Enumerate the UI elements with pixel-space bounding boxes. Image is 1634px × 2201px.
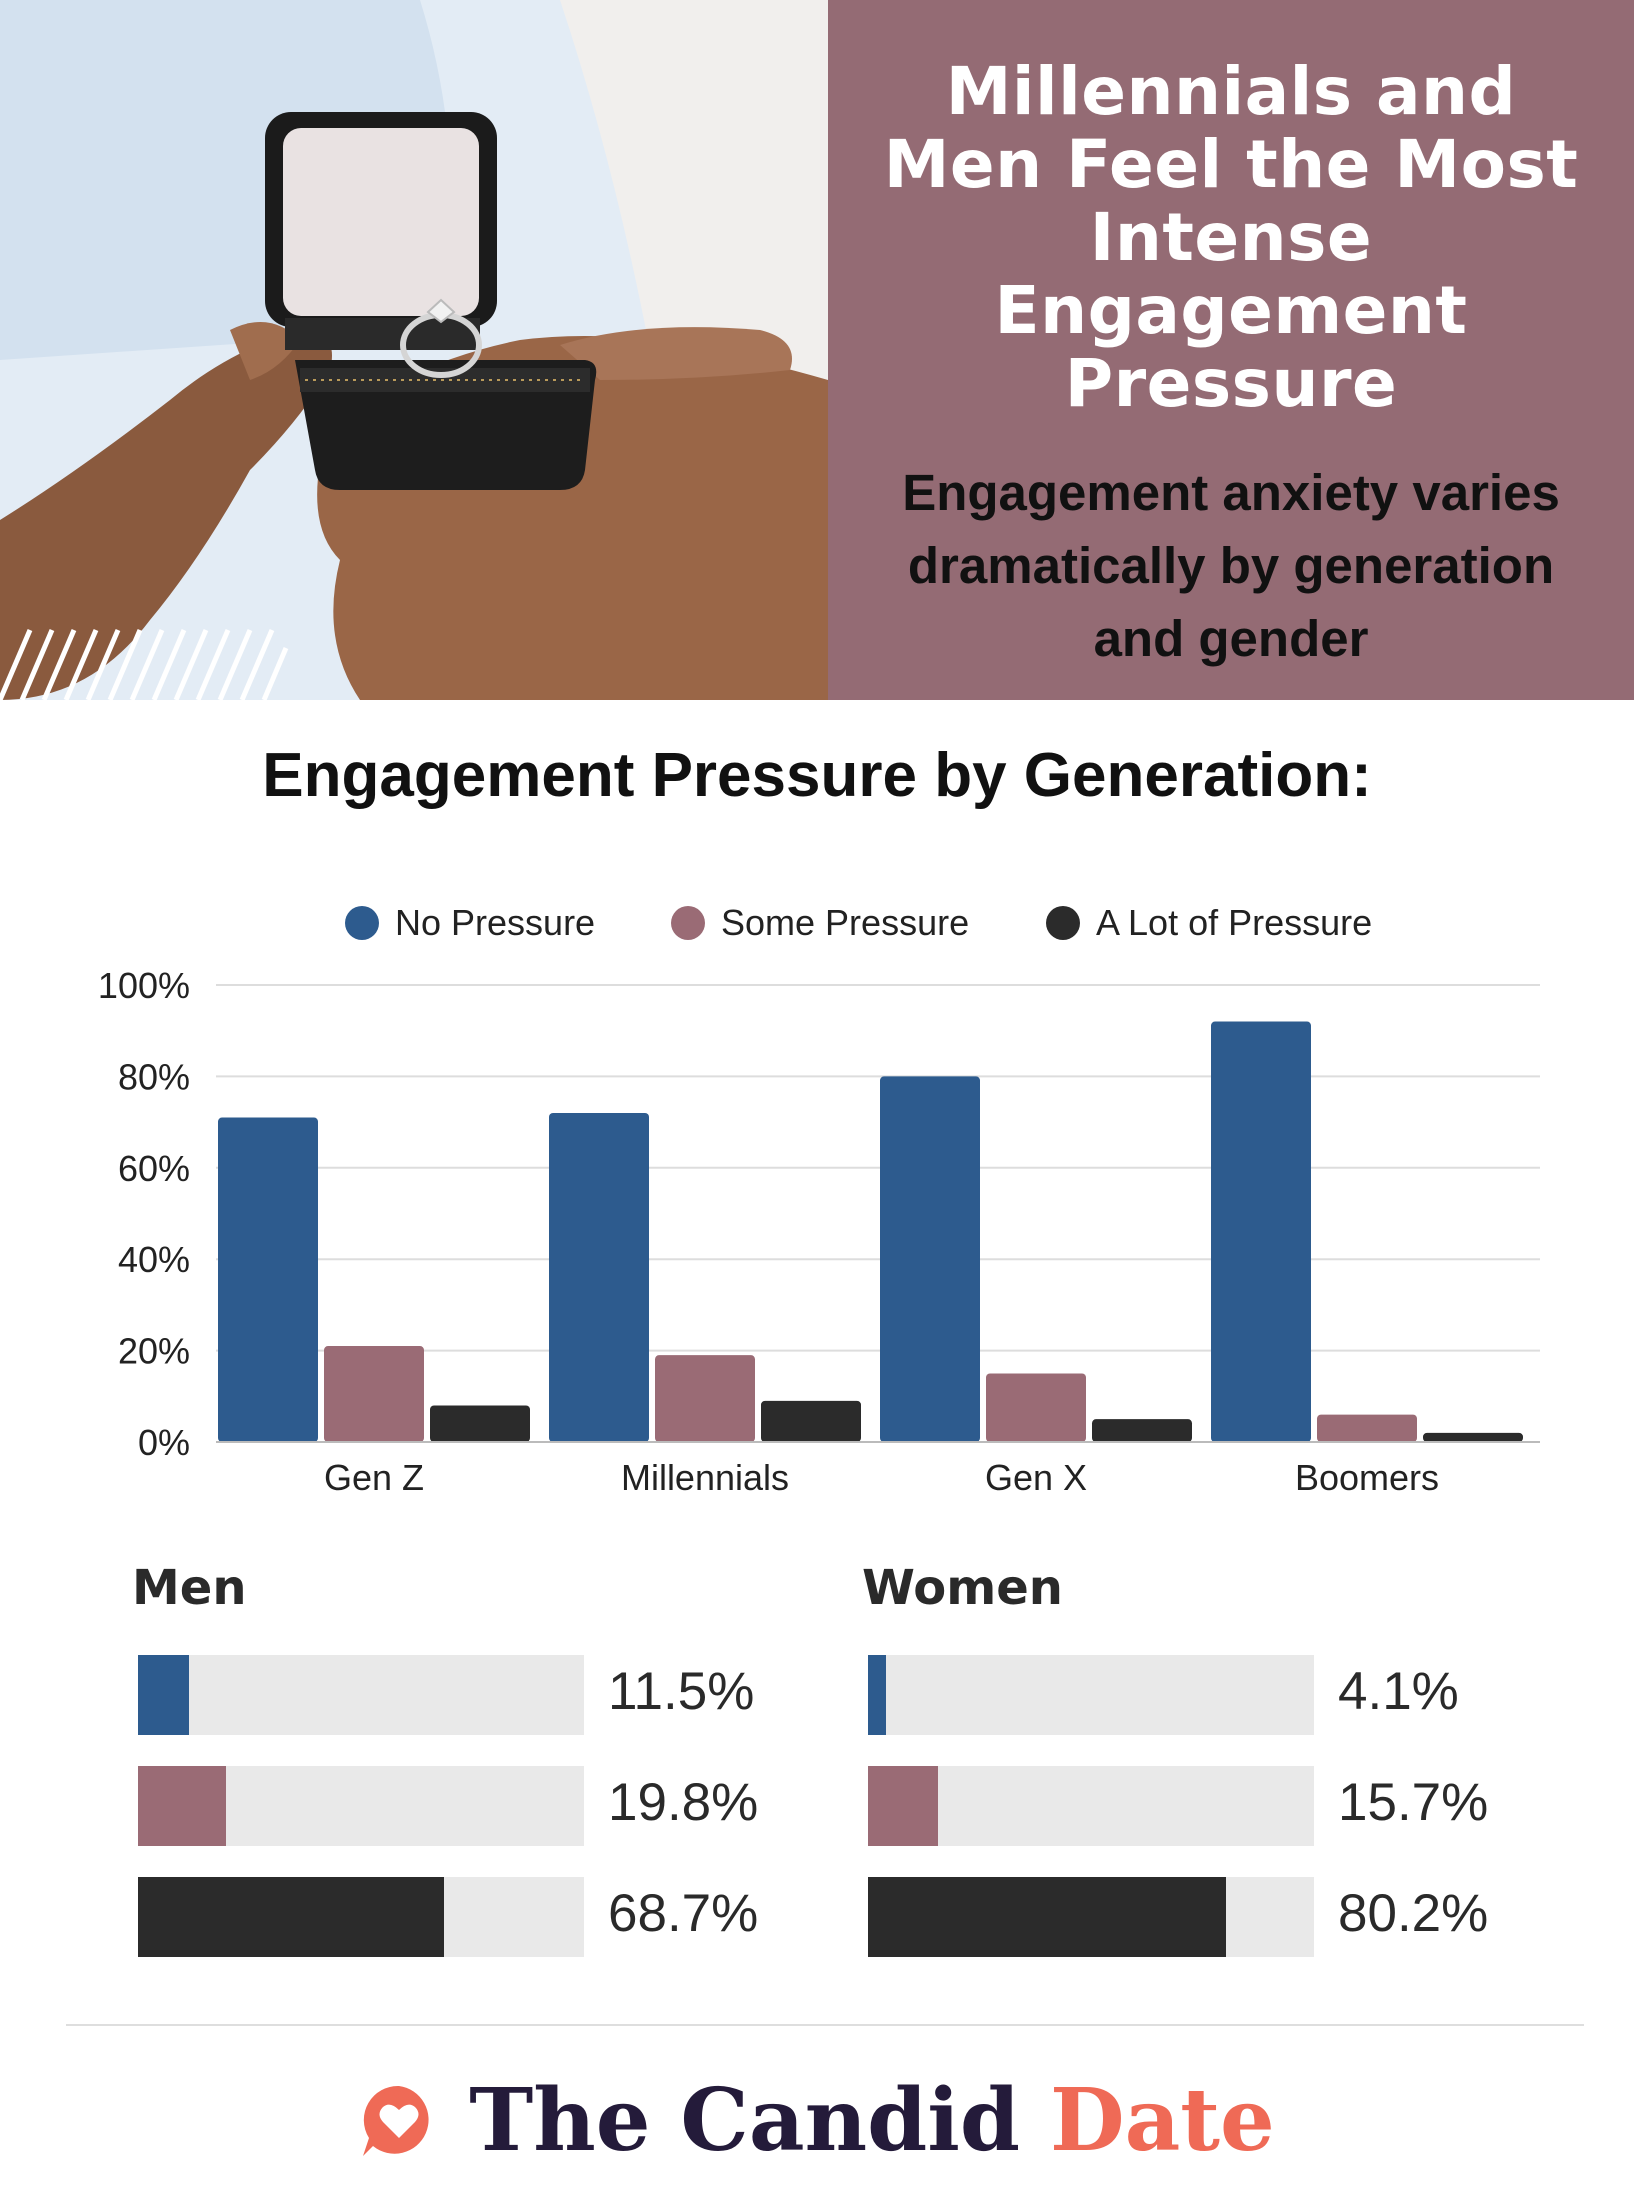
gender-bar-row: 68.7% [138,1877,778,1957]
right-fingers-shape [560,327,792,380]
bar [324,1346,424,1442]
bar-track [868,1766,1314,1846]
gender-bar-row: 4.1% [868,1655,1508,1735]
legend-label: No Pressure [395,902,595,943]
bar [761,1400,861,1442]
y-tick-label: 100% [98,965,190,1006]
legend-marker [345,906,379,940]
men-title: Men [132,1560,247,1616]
bar-fill [868,1766,939,1846]
y-tick-label: 80% [118,1056,190,1097]
bar-value-label: 80.2% [1338,1884,1489,1943]
divider [66,2024,1584,2026]
bar-track [138,1655,584,1735]
bar-value-label: 15.7% [1338,1773,1489,1832]
y-tick-label: 60% [118,1148,190,1189]
bar [655,1355,755,1442]
legend-label: A Lot of Pressure [1096,902,1372,943]
bar-value-label: 11.5% [608,1662,755,1721]
bar [880,1076,980,1442]
bar-track [868,1655,1314,1735]
y-tick-label: 40% [118,1239,190,1280]
bar [1092,1419,1192,1442]
gender-bar-row: 80.2% [868,1877,1508,1957]
page-title: Millennials and Men Feel the Most Intens… [883,53,1579,422]
footer: The Candid Date [0,2070,1634,2171]
brand-name: The Candid [469,2069,1021,2171]
bar-track [138,1766,584,1846]
x-tick-label: Gen X [985,1457,1087,1498]
bar [549,1112,649,1442]
gender-bar-row: 19.8% [138,1766,778,1846]
brand-name-accent: Date [1050,2069,1275,2171]
women-panel: Women 4.1% 15.7% 80.2% [862,1560,1502,1957]
x-tick-label: Boomers [1295,1457,1439,1498]
bar-fill [138,1766,227,1846]
proposal-photo [0,0,828,700]
men-panel: Men 11.5% 19.8% 68.7% [132,1560,772,1957]
women-title: Women [862,1560,1063,1616]
bar-fill [138,1655,190,1735]
chart-title: Engagement Pressure by Generation: [262,741,1372,810]
bar [430,1405,530,1442]
legend-marker [671,906,705,940]
legend-label: Some Pressure [721,902,969,943]
bar [1317,1414,1417,1442]
bar-fill [138,1877,445,1957]
engagement-ring-icon [400,298,482,378]
ring-box-icon [265,112,597,490]
gender-bar-row: 15.7% [868,1766,1508,1846]
bar-value-label: 68.7% [608,1884,759,1943]
bar-value-label: 4.1% [1338,1662,1459,1721]
x-tick-label: Gen Z [324,1457,424,1498]
bar-fill [868,1877,1226,1957]
brand-logo: The Candid Date [469,2070,1275,2171]
bar-track [868,1877,1314,1957]
bar-fill [868,1655,887,1735]
bar-value-label: 19.8% [608,1773,759,1832]
y-tick-label: 0% [138,1422,190,1463]
left-hand-icon [0,330,332,700]
x-tick-label: Millennials [621,1457,789,1498]
bar [1211,1021,1311,1442]
hero-banner: Millennials and Men Feel the Most Intens… [0,0,1634,700]
page-subtitle: Engagement anxiety varies dramatically b… [902,464,1560,667]
title-panel: Millennials and Men Feel the Most Intens… [828,0,1634,700]
hero-photo [0,0,828,700]
bar [986,1373,1086,1442]
bar [218,1117,318,1442]
legend-marker [1046,906,1080,940]
stripes-icon [0,629,289,700]
gender-bar-row: 11.5% [138,1655,778,1735]
generation-bar-chart: No Pressure Some Pressure A Lot of Pressur… [98,902,1540,1498]
bar-track [138,1877,584,1957]
bar [1423,1432,1523,1442]
left-thumb-shape [230,322,300,380]
heart-chat-bubble-icon [363,2085,429,2156]
y-tick-label: 20% [118,1331,190,1372]
